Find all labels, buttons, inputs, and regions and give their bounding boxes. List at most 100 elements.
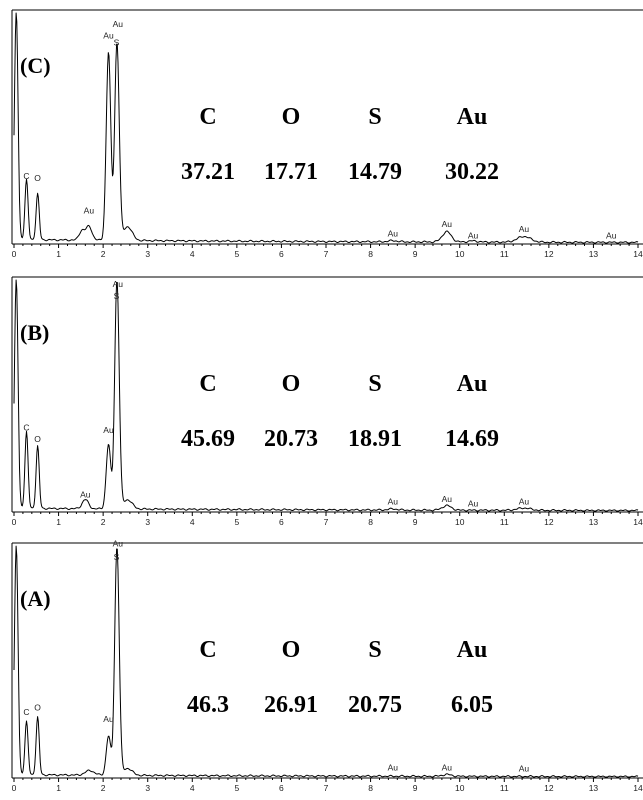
x-tick-label: 10 bbox=[455, 783, 465, 793]
peak-label-au: Au bbox=[84, 205, 95, 215]
element-percent-au: 14.69 bbox=[445, 426, 499, 452]
element-symbol-c: C bbox=[199, 104, 216, 130]
x-tick-label: 13 bbox=[589, 783, 599, 793]
panel-label: (C) bbox=[20, 53, 51, 78]
peak-label-s: S bbox=[114, 38, 120, 48]
peak-label-au: Au bbox=[113, 538, 124, 548]
element-symbol-o: O bbox=[282, 637, 301, 663]
element-percent-o: 26.91 bbox=[264, 692, 318, 718]
peak-label-au: Au bbox=[442, 219, 453, 229]
x-tick-label: 12 bbox=[544, 783, 554, 793]
x-tick-label: 0 bbox=[12, 249, 17, 259]
element-symbol-c: C bbox=[199, 371, 216, 397]
x-tick-label: 9 bbox=[413, 249, 418, 259]
x-tick-label: 0 bbox=[12, 783, 17, 793]
x-tick-label: 4 bbox=[190, 783, 195, 793]
peak-label-c: C bbox=[23, 422, 29, 432]
spectrum-panel-c: 0 1 2 3 4 5 6 7 8 9 10 11 12 13 14C OAuAuAuSAuAuAuAuAu(… bbox=[11, 9, 643, 259]
x-tick-label: 8 bbox=[368, 249, 373, 259]
x-tick-label: 2 bbox=[101, 783, 106, 793]
peak-label-o: O bbox=[34, 173, 41, 183]
element-symbol-au: Au bbox=[457, 637, 488, 663]
element-percent-s: 14.79 bbox=[348, 159, 402, 185]
x-tick-label: 5 bbox=[234, 783, 239, 793]
panel-label: (B) bbox=[20, 320, 49, 345]
spectrum-line bbox=[13, 545, 639, 778]
x-tick-label: 11 bbox=[500, 249, 509, 259]
x-tick-label: 12 bbox=[544, 249, 554, 259]
peak-label-c: C bbox=[23, 707, 29, 717]
x-tick-label: 8 bbox=[368, 517, 373, 527]
x-tick-label: 10 bbox=[455, 249, 465, 259]
peak-label-c: C bbox=[23, 171, 29, 181]
peak-label-au: Au bbox=[113, 19, 124, 29]
x-tick-label: 2 bbox=[101, 249, 106, 259]
peak-label-au: Au bbox=[388, 762, 399, 772]
peak-label-au: Au bbox=[388, 228, 399, 238]
x-tick-label: 2 bbox=[101, 517, 106, 527]
peak-label-au: Au bbox=[442, 494, 453, 504]
peak-label-s: S bbox=[114, 552, 120, 562]
peak-label-au: Au bbox=[468, 499, 479, 509]
x-tick-label: 3 bbox=[145, 783, 150, 793]
x-tick-label: 3 bbox=[145, 249, 150, 259]
element-percent-c: 45.69 bbox=[181, 426, 235, 452]
x-tick-label: 7 bbox=[324, 249, 329, 259]
x-tick-label: 0 bbox=[12, 517, 17, 527]
peak-label-au: Au bbox=[442, 762, 453, 772]
element-symbol-c: C bbox=[199, 637, 216, 663]
element-percent-c: 37.21 bbox=[181, 159, 235, 185]
x-tick-label: 13 bbox=[589, 249, 599, 259]
x-tick-label: 10 bbox=[455, 517, 465, 527]
peak-label-au: Au bbox=[519, 764, 530, 774]
element-percent-au: 30.22 bbox=[445, 159, 499, 185]
peak-label-au: Au bbox=[103, 425, 114, 435]
peak-label-au: Au bbox=[606, 231, 617, 241]
peak-label-au: Au bbox=[388, 496, 399, 506]
element-symbol-au: Au bbox=[457, 371, 488, 397]
x-tick-label: 8 bbox=[368, 783, 373, 793]
element-symbol-s: S bbox=[368, 104, 381, 130]
element-percent-s: 18.91 bbox=[348, 426, 402, 452]
x-tick-label: 11 bbox=[500, 783, 509, 793]
element-symbol-s: S bbox=[368, 637, 381, 663]
element-symbol-o: O bbox=[282, 371, 301, 397]
x-tick-label: 5 bbox=[234, 249, 239, 259]
peak-label-s: S bbox=[114, 291, 120, 301]
x-tick-label: 6 bbox=[279, 783, 284, 793]
x-tick-label: 14 bbox=[633, 783, 643, 793]
element-percent-o: 20.73 bbox=[264, 426, 318, 452]
x-tick-label: 6 bbox=[279, 517, 284, 527]
peak-label-au: Au bbox=[103, 31, 114, 41]
x-tick-label: 9 bbox=[413, 517, 418, 527]
panel-label: (A) bbox=[20, 586, 51, 611]
peak-label-o: O bbox=[34, 434, 41, 444]
x-tick-label: 13 bbox=[589, 517, 599, 527]
spectrum-line bbox=[13, 279, 639, 512]
peak-label-au: Au bbox=[519, 224, 530, 234]
peak-label-au: Au bbox=[519, 496, 530, 506]
x-tick-label: 12 bbox=[544, 517, 554, 527]
peak-label-au: Au bbox=[103, 714, 114, 724]
x-tick-label: 14 bbox=[633, 249, 643, 259]
element-percent-c: 46.3 bbox=[187, 692, 229, 718]
x-tick-label: 5 bbox=[234, 517, 239, 527]
element-symbol-o: O bbox=[282, 104, 301, 130]
x-tick-label: 4 bbox=[190, 517, 195, 527]
element-percent-s: 20.75 bbox=[348, 692, 402, 718]
spectrum-line bbox=[13, 12, 639, 244]
x-tick-label: 1 bbox=[56, 783, 61, 793]
x-tick-label: 3 bbox=[145, 517, 150, 527]
peak-label-o: O bbox=[34, 702, 41, 712]
x-tick-label: 1 bbox=[56, 517, 61, 527]
element-symbol-s: S bbox=[368, 371, 381, 397]
x-tick-label: 9 bbox=[413, 783, 418, 793]
peak-label-au: Au bbox=[113, 279, 124, 289]
x-tick-label: 11 bbox=[500, 517, 509, 527]
peak-label-au: Au bbox=[468, 231, 479, 241]
x-tick-label: 7 bbox=[324, 517, 329, 527]
element-percent-au: 6.05 bbox=[451, 692, 493, 718]
